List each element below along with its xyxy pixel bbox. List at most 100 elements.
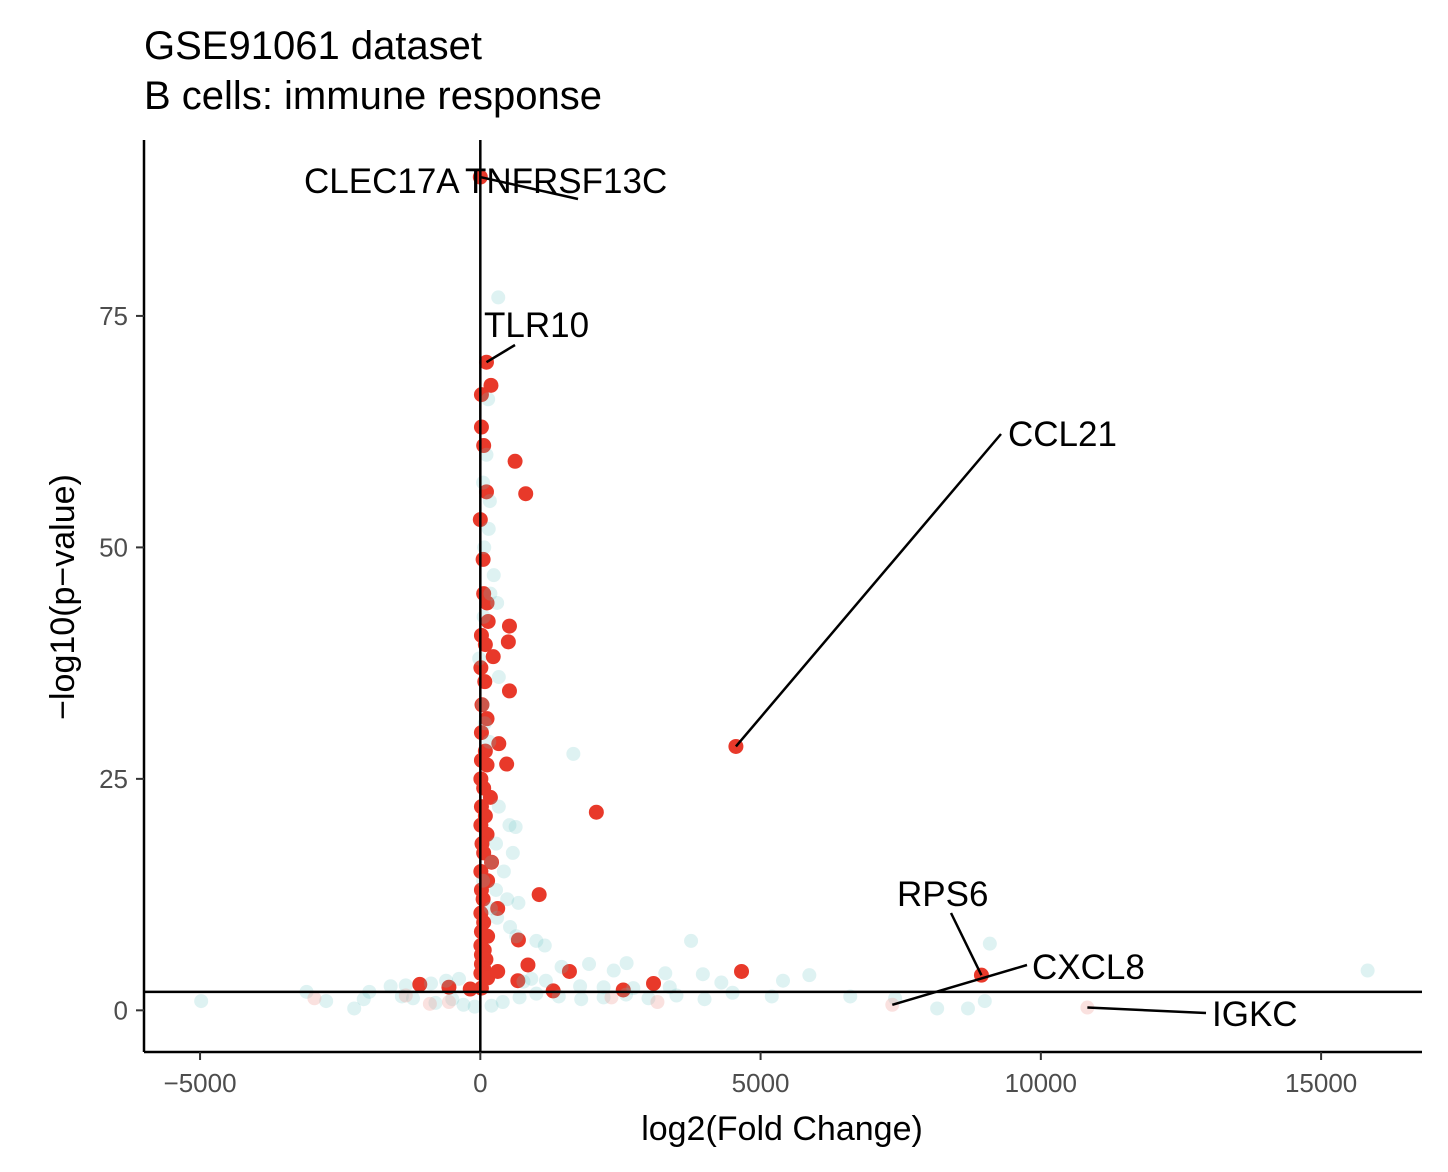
non-significant-point <box>641 991 656 1006</box>
non-significant-point <box>695 967 710 982</box>
significant-point <box>474 697 490 713</box>
y-tick-label: 50 <box>99 532 128 562</box>
y-tick-label: 75 <box>99 301 128 331</box>
annotation-label-ccl21: CCL21 <box>1008 415 1117 454</box>
x-tick-label: −5000 <box>164 1068 237 1098</box>
significant-point <box>520 957 536 973</box>
x-tick-labels: −5000 0 5000 10000 15000 <box>164 1068 1358 1098</box>
non-significant-point <box>489 882 504 897</box>
significant-point <box>484 854 500 870</box>
significant-point <box>510 932 526 948</box>
faded-significant-point <box>422 996 437 1011</box>
non-significant-point <box>483 586 498 601</box>
significant-point <box>482 789 498 805</box>
annotation-leader-ccl21 <box>734 433 1002 748</box>
non-significant-point <box>776 973 790 988</box>
non-significant-point <box>529 933 544 948</box>
non-significant-point <box>505 845 520 860</box>
non-significant-point <box>1360 963 1375 978</box>
annotation-leader-cxcl8 <box>891 963 1028 1006</box>
gene-annotations: CLEC17A TNFRSF13C TLR10 CCL21 RPS6 CXCL8 IGKC <box>304 162 1298 1034</box>
non-significant-point <box>658 966 673 981</box>
non-significant-point <box>574 992 589 1007</box>
significant-point <box>500 634 516 650</box>
non-significant-point <box>476 475 491 490</box>
non-significant-point <box>483 901 498 916</box>
non-significant-point <box>439 973 454 988</box>
non-significant-point <box>508 820 523 835</box>
non-significant-point <box>482 734 497 749</box>
x-tick-label: 0 <box>473 1068 487 1098</box>
significant-point <box>477 637 493 653</box>
non-significant-point <box>496 864 511 879</box>
x-tick-label: 10000 <box>1005 1068 1077 1098</box>
non-significant-point <box>481 392 496 407</box>
significant-point <box>490 963 506 979</box>
non-significant-point <box>503 920 518 935</box>
non-significant-point <box>484 855 499 870</box>
non-significant-point <box>930 1001 945 1016</box>
non-significant-point <box>423 976 438 991</box>
non-significant-point <box>511 895 526 910</box>
non-significant-point <box>491 670 506 685</box>
faded-significant-point <box>307 991 322 1006</box>
chart-title: GSE91061 dataset <box>144 24 482 68</box>
significant-point <box>734 963 750 979</box>
non-significant-point <box>467 999 482 1014</box>
y-tick-labels: 0 25 50 75 <box>99 301 128 1025</box>
non-significant-point <box>476 609 491 624</box>
non-significant-point <box>509 929 524 944</box>
significant-point <box>483 377 499 393</box>
significant-point <box>646 975 662 991</box>
non-significant-point <box>491 799 506 814</box>
non-significant-point <box>714 975 729 990</box>
significant-point <box>510 973 526 989</box>
non-significant-point <box>484 998 499 1013</box>
annotation-leader-tlr10 <box>485 343 516 364</box>
non-significant-point <box>596 990 611 1005</box>
non-significant-point <box>529 986 544 1001</box>
non-significant-point <box>406 991 421 1006</box>
non-significant-point <box>476 873 491 888</box>
non-significant-point <box>697 992 712 1007</box>
annotation-label-cxcl8: CXCL8 <box>1032 948 1145 987</box>
annotation-leader-tnfrsf13c <box>480 175 579 201</box>
significant-point <box>501 618 517 634</box>
non-significant-point <box>356 992 371 1007</box>
significant-point <box>518 486 534 502</box>
x-tick-label: 15000 <box>1285 1068 1357 1098</box>
significant-point <box>478 484 494 500</box>
non-significant-point <box>482 494 497 509</box>
significant-point <box>490 900 506 916</box>
annotation-label-tlr10: TLR10 <box>484 306 589 345</box>
significant-point <box>479 711 495 727</box>
non-significant-point <box>554 959 569 974</box>
non-significant-point <box>977 994 992 1009</box>
non-significant-point <box>475 697 490 712</box>
points-layer <box>194 169 1375 1016</box>
non-significant-point <box>481 521 496 536</box>
faded-significant-point <box>650 995 665 1010</box>
non-significant-point <box>500 892 515 907</box>
non-significant-point <box>537 938 552 953</box>
significant-point <box>479 757 495 773</box>
non-significant-point <box>582 957 597 972</box>
non-significant-point <box>619 956 634 971</box>
significant-point <box>561 963 577 979</box>
non-significant-point <box>516 974 531 989</box>
y-tick-label: 0 <box>114 995 128 1025</box>
non-significant-point <box>491 290 506 305</box>
non-significant-point <box>512 990 527 1005</box>
significant-point <box>480 613 496 629</box>
non-significant-point <box>524 971 539 986</box>
annotation-leader-igkc <box>1087 1006 1207 1015</box>
annotation-label-rps6: RPS6 <box>897 875 988 914</box>
non-significant-point <box>495 995 510 1010</box>
significant-point <box>615 982 631 998</box>
significant-point <box>412 976 428 992</box>
non-significant-point <box>319 994 334 1009</box>
significant-point <box>499 756 515 772</box>
non-significant-point <box>479 447 494 462</box>
